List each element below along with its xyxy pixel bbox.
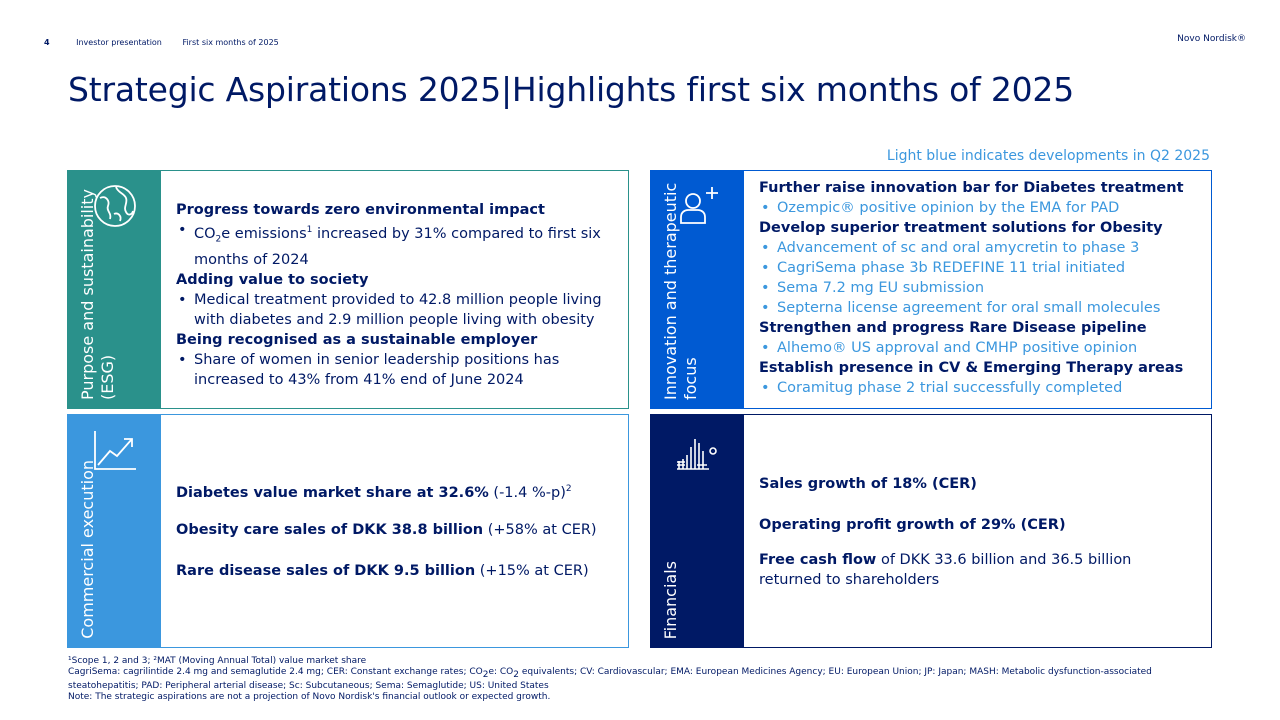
esg-heading-employer: Being recognised as a sustainable employ…	[176, 331, 538, 348]
panel-innovation-side: Innovation and therapeutic focus	[651, 171, 744, 408]
panel-financials-content: Sales growth of 18% (CER) Operating prof…	[744, 415, 1211, 647]
top-bar: 4 Investor presentation First six months…	[44, 38, 297, 47]
panel-innovation-label: Innovation and therapeutic focus	[661, 182, 700, 400]
esg-bullet-women: Share of women in senior leadership posi…	[176, 350, 614, 390]
innov-bullet-sema: Sema 7.2 mg EU submission	[759, 278, 1197, 298]
innov-heading-diabetes: Further raise innovation bar for Diabete…	[759, 180, 1184, 196]
esg-bullet-emissions: CO2e emissions1 increased by 31% compare…	[176, 220, 614, 270]
panel-esg-content: Progress towards zero environmental impa…	[161, 171, 628, 408]
innov-heading-rare: Strengthen and progress Rare Disease pip…	[759, 320, 1147, 336]
footnotes: ¹Scope 1, 2 and 3; ²MAT (Moving Annual T…	[68, 656, 1218, 703]
page-title: Strategic Aspirations 2025|Highlights fi…	[68, 70, 1075, 109]
innov-bullet-coramitug: Coramitug phase 2 trial successfully com…	[759, 378, 1197, 398]
person-plus-icon	[680, 187, 718, 224]
panel-esg-label: Purpose and sustainability (ESG)	[78, 189, 117, 400]
panel-esg-side: Purpose and sustainability (ESG)	[68, 171, 161, 408]
panel-innovation: Innovation and therapeutic focus Further…	[650, 170, 1212, 409]
innov-heading-obesity: Develop superior treatment solutions for…	[759, 220, 1163, 236]
panel-commercial-content: Diabetes value market share at 32.6% (-1…	[161, 415, 628, 647]
panel-financials-side: Financials	[651, 415, 744, 647]
legend-note: Light blue indicates developments in Q2 …	[886, 148, 1210, 164]
footnote-line-1: ¹Scope 1, 2 and 3; ²MAT (Moving Annual T…	[68, 656, 367, 666]
trend-up-icon	[94, 431, 136, 470]
innov-heading-cv: Establish presence in CV & Emerging Ther…	[759, 360, 1184, 376]
panel-commercial-label: Commercial execution	[78, 460, 97, 639]
financials-sales-growth: Sales growth of 18% (CER)	[759, 476, 977, 492]
brand-label: Novo Nordisk®	[1177, 34, 1246, 44]
financials-operating-profit: Operating profit growth of 29% (CER)	[759, 517, 1066, 533]
esg-heading-environment: Progress towards zero environmental impa…	[176, 202, 545, 218]
innov-bullet-ozempic: Ozempic® positive opinion by the EMA for…	[759, 198, 1197, 218]
panel-esg: Purpose and sustainability (ESG) Progres…	[67, 170, 629, 409]
panel-financials: Financials Sales growth of 18% (CER) Ope…	[650, 414, 1212, 648]
globe-icon	[94, 185, 136, 227]
panel-commercial: Commercial execution Diabetes value mark…	[67, 414, 629, 648]
panel-commercial-side: Commercial execution	[68, 415, 161, 647]
commercial-diabetes-share: Diabetes value market share at 32.6% (-1…	[176, 484, 572, 501]
page-number: 4	[44, 38, 50, 47]
commercial-rare-sales: Rare disease sales of DKK 9.5 billion (+…	[176, 563, 589, 579]
panel-innovation-content: Further raise innovation bar for Diabete…	[744, 171, 1211, 408]
period-label: First six months of 2025	[182, 38, 279, 47]
footnote-line-3: Note: The strategic aspirations are not …	[68, 691, 551, 702]
financials-free-cash-flow: Free cash flow of DKK 33.6 billion and 3…	[759, 552, 1132, 588]
footnote-line-2: CagriSema: cagrilintide 2.4 mg and semag…	[68, 667, 1152, 691]
esg-heading-society: Adding value to society	[176, 271, 369, 288]
innov-bullet-alhemo: Alhemo® US approval and CMHP positive op…	[759, 338, 1197, 358]
innov-bullet-septerna: Septerna license agreement for oral smal…	[759, 298, 1197, 318]
commercial-obesity-sales: Obesity care sales of DKK 38.8 billion (…	[176, 522, 597, 538]
section-label: Investor presentation	[76, 38, 162, 47]
innov-bullet-amycretin: Advancement of sc and oral amycretin to …	[759, 238, 1197, 258]
innov-bullet-cagrisema: CagriSema phase 3b REDEFINE 11 trial ini…	[759, 258, 1197, 278]
esg-bullet-treatment: Medical treatment provided to 42.8 milli…	[176, 290, 614, 330]
bar-chart-icon	[677, 439, 717, 470]
panel-financials-label: Financials	[661, 560, 680, 639]
